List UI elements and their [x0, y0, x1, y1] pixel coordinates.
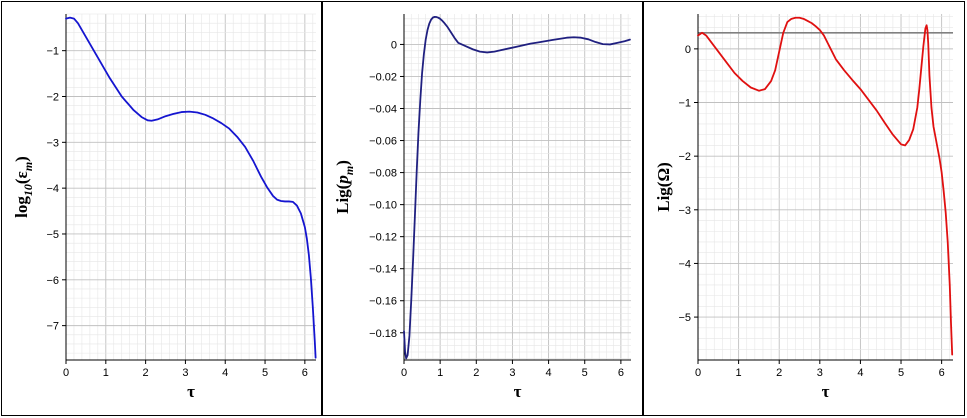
x-tick-label: 1 — [437, 367, 443, 379]
y-axis-label: Lig(pm) — [333, 160, 356, 214]
y-axis-label-part: Lig(Ω) — [654, 162, 673, 212]
y-tick-label: −0.10 — [369, 200, 397, 212]
panel-log-energy: 0 1 2 3 4 5 6 −1 −2 −3 −4 −5 −6 −7 τ log10(εm) — [1, 1, 322, 416]
series-line — [65, 16, 317, 359]
y-axis-label-part: m — [342, 166, 356, 175]
x-tick-label: 2 — [143, 367, 149, 379]
y-tick-label: −2 — [46, 91, 59, 103]
x-tick-label: 2 — [776, 367, 782, 379]
y-tick-label: −0.14 — [369, 264, 397, 276]
y-axis-label-part: ) — [333, 160, 352, 166]
x-tick-label: 5 — [262, 367, 268, 379]
y-axis-label-part: ( — [12, 178, 31, 184]
y-tick-label: −5 — [678, 312, 691, 324]
y-axis-label-part: Lig( — [333, 183, 352, 214]
panel-lig-omega: 0 1 2 3 4 5 6 0 −1 −2 −3 −4 −5 τ Lig(Ω) — [643, 1, 965, 416]
y-tick-label: −0.18 — [369, 328, 397, 340]
y-axis-label-part: log — [12, 196, 31, 218]
plot-area — [404, 14, 631, 360]
y-tick-label: −3 — [678, 205, 691, 217]
y-axis-label-part: ε — [12, 171, 31, 178]
y-tick-label: −2 — [678, 151, 691, 163]
y-axis-label: Lig(Ω) — [654, 162, 673, 212]
y-tick-label: −0.08 — [369, 168, 397, 180]
x-tick-label: 1 — [736, 367, 742, 379]
plot-area — [66, 14, 316, 360]
x-tick-label: 0 — [695, 367, 701, 379]
y-tick-label: −6 — [46, 275, 59, 287]
y-tick-label: −4 — [678, 258, 691, 270]
panel-lig-pressure: 0 1 2 3 4 5 6 0 −0.02 −0.04 −0.06 −0.08 −0.10 −0.12 −0… — [322, 1, 643, 416]
y-tick-label: −0.12 — [369, 232, 397, 244]
x-axis-label: τ — [822, 382, 830, 401]
y-tick-label: −1 — [678, 98, 691, 110]
x-tick-label: 1 — [103, 367, 109, 379]
y-tick-label: −4 — [46, 183, 59, 195]
y-tick-label: −7 — [46, 321, 59, 333]
series-line — [403, 15, 631, 360]
x-axis-label: τ — [187, 382, 195, 401]
x-tick-label: 5 — [898, 367, 904, 379]
y-tick-label: 0 — [685, 44, 691, 56]
y-tick-label: −0.04 — [369, 104, 397, 116]
x-tick-label: 6 — [618, 367, 624, 379]
x-tick-label: 6 — [939, 367, 945, 379]
y-axis-label-part: 10 — [21, 184, 35, 196]
x-tick-label: 6 — [302, 367, 308, 379]
grid — [403, 14, 631, 360]
y-axis-label-part: p — [333, 175, 352, 186]
y-tick-label: −3 — [46, 137, 59, 149]
x-tick-label: 4 — [546, 367, 552, 379]
y-axis-label: log10(εm) — [12, 156, 35, 218]
plot-area — [698, 14, 953, 360]
y-tick-label: −0.16 — [369, 296, 397, 308]
x-tick-label: 0 — [401, 367, 407, 379]
x-tick-label: 5 — [582, 367, 588, 379]
x-tick-label: 0 — [63, 367, 69, 379]
y-tick-label: −5 — [46, 229, 59, 241]
y-axis-label-part: m — [21, 162, 35, 171]
x-tick-label: 3 — [509, 367, 515, 379]
y-tick-label: −1 — [46, 46, 59, 58]
y-tick-label: −0.02 — [369, 71, 397, 83]
y-tick-label: 0 — [391, 39, 397, 51]
series-line — [697, 16, 954, 356]
x-tick-label: 4 — [857, 367, 863, 379]
x-axis-label: τ — [514, 382, 522, 401]
y-axis-label-part: ) — [12, 156, 31, 162]
x-tick-label: 2 — [473, 367, 479, 379]
x-tick-label: 3 — [182, 367, 188, 379]
x-tick-label: 3 — [817, 367, 823, 379]
x-tick-label: 4 — [222, 367, 228, 379]
y-tick-label: −0.06 — [369, 136, 397, 148]
